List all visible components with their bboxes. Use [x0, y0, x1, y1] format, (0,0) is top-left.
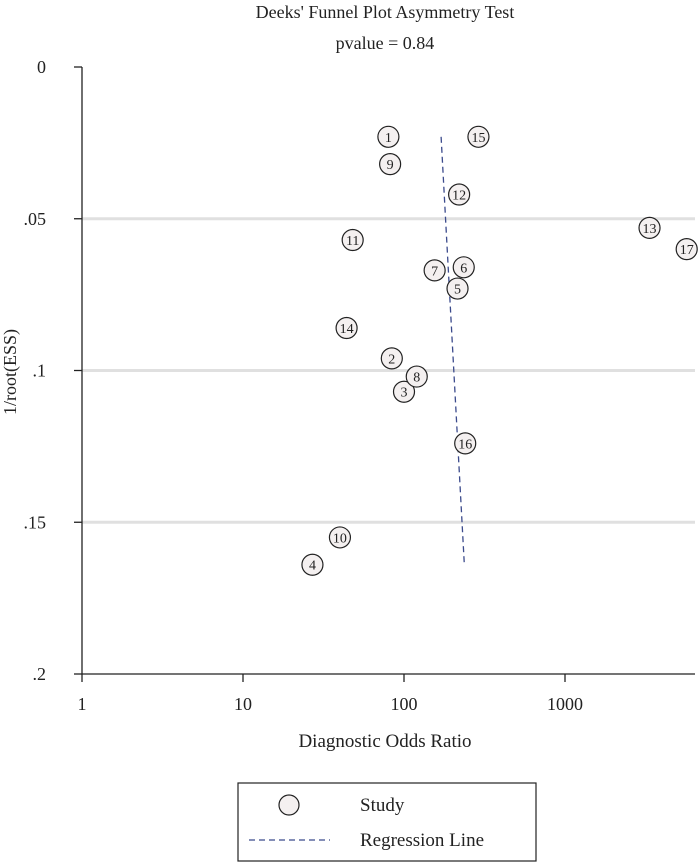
study-point: 8	[405, 365, 428, 388]
chart-title: Deeks' Funnel Plot Asymmetry Test	[256, 2, 515, 22]
study-point: 2	[380, 347, 403, 370]
x-tick-label: 100	[391, 694, 418, 714]
study-point: 12	[448, 183, 471, 206]
study-marker	[454, 432, 477, 455]
study-point: 14	[335, 316, 358, 340]
study-point: 11	[341, 228, 364, 252]
x-tick-label: 10	[234, 694, 252, 714]
chart-subtitle: pvalue = 0.84	[336, 33, 435, 53]
study-label: 12	[452, 188, 466, 203]
study-point: 16	[454, 432, 477, 455]
study-label: 14	[340, 322, 354, 337]
study-point: 3	[392, 380, 416, 403]
study-marker	[467, 125, 490, 148]
study-marker	[638, 216, 661, 239]
study-point: 10	[328, 526, 352, 549]
study-point: 13	[638, 216, 661, 239]
study-label: 16	[458, 437, 472, 452]
study-label: 4	[309, 559, 316, 574]
study-label: 2	[388, 352, 395, 367]
study-point: 15	[467, 125, 490, 148]
study-marker	[675, 238, 698, 261]
study-label: 11	[346, 234, 359, 249]
study-marker	[328, 526, 352, 549]
study-label: 10	[333, 531, 347, 546]
study-marker	[341, 228, 364, 252]
y-tick-label: 0	[37, 57, 46, 77]
study-marker	[377, 125, 400, 148]
study-label: 5	[454, 283, 461, 298]
study-point: 4	[301, 553, 324, 576]
study-point: 1	[377, 125, 400, 148]
y-tick-label: .2	[33, 664, 47, 684]
study-marker	[392, 380, 416, 403]
study-label: 6	[460, 261, 467, 276]
x-tick-label: 1	[78, 694, 87, 714]
y-axis-label: 1/root(ESS)	[0, 329, 21, 415]
study-marker	[448, 183, 471, 206]
study-marker	[452, 256, 475, 279]
study-label: 7	[431, 264, 438, 279]
legend-study-label: Study	[360, 795, 405, 816]
study-label: 8	[413, 371, 420, 386]
y-tick-label: .1	[33, 361, 47, 381]
regression-layer	[440, 136, 465, 565]
study-label: 17	[680, 243, 694, 258]
x-axis-label: Diagnostic Odds Ratio	[298, 731, 471, 752]
study-marker	[380, 347, 403, 370]
study-label: 3	[401, 386, 408, 401]
legend-study-marker	[278, 794, 300, 816]
legend-regression-label: Regression Line	[360, 830, 484, 851]
study-label: 13	[643, 222, 657, 237]
y-tick-label: .05	[24, 209, 47, 229]
study-marker	[446, 277, 469, 300]
study-label: 9	[387, 158, 394, 173]
axes: 0 .05 .1 .15 .2 1 10 100 1000	[24, 57, 695, 714]
study-label: 1	[385, 131, 392, 146]
study-point: 17	[675, 238, 698, 261]
study-point: 6	[452, 256, 475, 279]
y-tick-label: .15	[24, 512, 47, 532]
study-marker	[423, 259, 446, 282]
grid-lines	[82, 217, 695, 524]
legend: Study Regression Line	[237, 782, 537, 862]
study-marker	[335, 316, 358, 340]
x-tick-label: 1000	[547, 694, 583, 714]
study-point: 5	[446, 277, 469, 300]
study-marker	[379, 153, 402, 176]
study-marker	[405, 365, 428, 388]
study-label: 15	[471, 131, 485, 146]
study-point: 7	[423, 259, 446, 282]
study-point: 9	[379, 153, 402, 176]
regression-line	[440, 136, 465, 565]
study-marker	[301, 553, 324, 576]
